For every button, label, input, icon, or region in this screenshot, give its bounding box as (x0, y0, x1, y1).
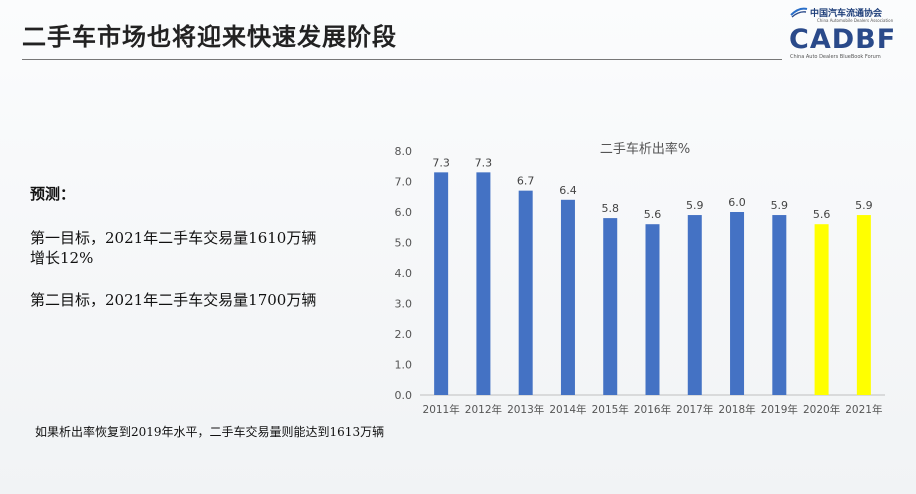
logo-english-sub: China Auto Dealers BlueBook Forum (790, 54, 881, 60)
footnote: 如果析出率恢复到2019年水平，二手车交易量则能达到1613万辆 (35, 425, 385, 439)
cadbf-logo: 中国汽车流通协会 China Automobile Dealers Associ… (786, 4, 910, 62)
bar (814, 224, 829, 395)
y-tick-label: 5.0 (395, 237, 413, 250)
goal1-text-line2: 增长12% (30, 249, 94, 267)
bar-value-label: 7.3 (475, 156, 493, 169)
bar (603, 218, 618, 395)
bar (687, 215, 702, 395)
recovery-rate-bar-chart: 二手车析出率% 0.0 1.0 2.0 3.0 4.0 5.0 6.0 7.0 8.0 7.3 201… (395, 141, 885, 416)
x-tick-label: 2020年 (803, 403, 840, 416)
x-tick-label: 2016年 (634, 403, 671, 416)
y-tick-label: 0.0 (395, 389, 413, 402)
bar (856, 215, 871, 395)
x-tick-label: 2012年 (465, 403, 502, 416)
bar (730, 212, 745, 395)
y-tick-label: 3.0 (395, 298, 413, 311)
y-tick-label: 6.0 (395, 206, 413, 219)
prediction-label: 预测： (30, 185, 76, 203)
logo-chinese-name: 中国汽车流通协会 (810, 9, 883, 19)
x-tick-label: 2019年 (761, 403, 798, 416)
bar-value-label: 5.9 (855, 199, 873, 212)
bar-value-label: 5.6 (813, 208, 831, 221)
bar-value-label: 6.0 (728, 196, 746, 209)
bar-value-label: 7.3 (432, 156, 450, 169)
bar-value-label: 5.9 (771, 199, 789, 212)
x-tick-label: 2017年 (676, 403, 713, 416)
bar (476, 172, 491, 395)
x-tick-label: 2021年 (845, 403, 882, 416)
bar-value-label: 6.4 (559, 184, 577, 197)
goal2-text: 第二目标，2021年二手车交易量1700万辆 (30, 291, 317, 309)
bar-value-label: 5.8 (601, 202, 619, 215)
bar-value-label: 5.6 (644, 208, 662, 221)
logo-acronym: CADBF (789, 24, 897, 55)
x-tick-label: 2015年 (592, 403, 629, 416)
logo-english-name: China Automobile Dealers Association (817, 18, 894, 23)
goal1-text-line1: 第一目标，2021年二手车交易量1610万辆 (30, 229, 317, 247)
bar (560, 199, 575, 395)
chart-title: 二手车析出率% (600, 141, 690, 157)
y-tick-label: 7.0 (395, 176, 413, 189)
y-tick-label: 2.0 (395, 328, 413, 341)
slide-title: 二手车市场也将迎来快速发展阶段 (22, 23, 397, 51)
bar (772, 215, 787, 395)
bar (645, 224, 660, 395)
bar-value-label: 6.7 (517, 175, 535, 188)
bar (518, 190, 533, 395)
bar (434, 172, 449, 395)
x-tick-label: 2011年 (423, 403, 460, 416)
bar-value-label: 5.9 (686, 199, 704, 212)
x-tick-label: 2014年 (549, 403, 586, 416)
x-tick-label: 2018年 (718, 403, 755, 416)
y-tick-label: 4.0 (395, 267, 413, 280)
logo-swoosh-icon (790, 7, 808, 18)
title-divider (22, 59, 782, 60)
y-tick-label: 8.0 (395, 145, 413, 158)
x-tick-label: 2013年 (507, 403, 544, 416)
y-tick-label: 1.0 (395, 359, 413, 372)
